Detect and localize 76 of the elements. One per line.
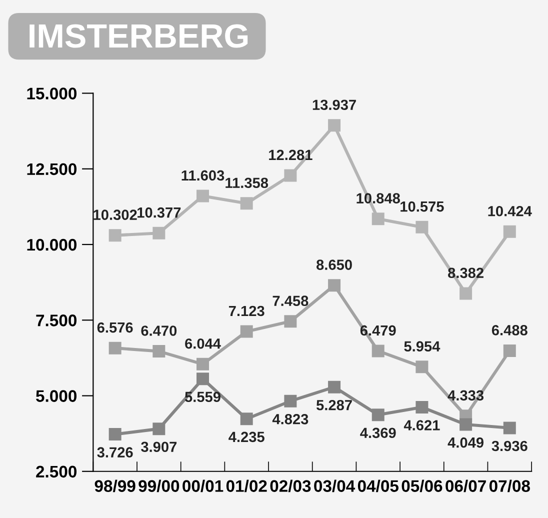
x-tick-label: 05/06: [402, 480, 442, 492]
point: [152, 422, 166, 436]
point: [503, 344, 516, 357]
data-label: 5.559: [184, 392, 220, 402]
data-label: 6.576: [97, 322, 133, 333]
point: [108, 342, 122, 354]
y-tick-label: 5.000: [36, 390, 77, 402]
point: [108, 428, 122, 441]
point: [152, 345, 166, 358]
data-label: 3.907: [141, 442, 177, 452]
data-label: 12.281: [269, 150, 312, 160]
data-label: 10.377: [138, 207, 181, 218]
point: [240, 325, 253, 338]
point: [284, 315, 297, 328]
y-tick-label: 2.500: [36, 466, 77, 478]
data-label: 11.603: [182, 170, 224, 181]
data-label: 5.954: [404, 341, 440, 352]
point: [240, 412, 253, 426]
data-label: 4.823: [272, 414, 308, 424]
data-label: 6.470: [141, 326, 177, 336]
data-label: 10.575: [400, 201, 444, 212]
y-tick-label: 15.000: [27, 88, 77, 100]
point: [460, 287, 472, 300]
point: [416, 220, 428, 234]
point: [503, 225, 516, 238]
data-label: 7.123: [228, 306, 264, 316]
point: [196, 358, 210, 370]
point: [240, 197, 253, 210]
point: [152, 226, 166, 240]
y-tick-label: 12.500: [27, 163, 77, 176]
data-label: 10.848: [356, 193, 400, 204]
x-tick-label: 01/02: [226, 480, 267, 492]
data-label: 11.358: [226, 178, 268, 188]
data-label: 10.302: [94, 210, 137, 220]
data-label: 6.044: [185, 338, 221, 349]
data-label: 8.382: [448, 268, 484, 278]
y-tick-label: 7.500: [36, 314, 77, 326]
x-tick-label: 00/01: [182, 480, 224, 492]
data-label: 5.287: [316, 400, 352, 410]
data-label: 10.424: [488, 206, 532, 216]
point: [503, 422, 516, 434]
data-label: 3.936: [492, 440, 528, 452]
x-tick-label: 03/04: [314, 480, 356, 492]
x-tick-label: 04/05: [358, 480, 399, 492]
point: [328, 380, 341, 394]
data-label: 7.458: [272, 296, 308, 306]
data-label: 4.621: [404, 420, 440, 430]
point: [284, 394, 297, 408]
data-label: 13.937: [312, 100, 356, 110]
point: [328, 279, 341, 292]
point: [416, 400, 428, 414]
data-label: 4.049: [448, 437, 484, 448]
point: [372, 212, 384, 226]
x-tick-label: 99/00: [138, 480, 180, 492]
data-label: 4.333: [448, 390, 484, 401]
point: [372, 344, 384, 358]
point: [416, 360, 428, 374]
point: [328, 119, 341, 132]
x-tick-label: 07/08: [489, 480, 530, 492]
x-tick-label: 98/99: [94, 480, 136, 492]
data-label: 6.488: [492, 325, 528, 336]
data-label: 3.726: [97, 447, 133, 458]
point: [196, 372, 210, 386]
data-label: 8.650: [316, 260, 352, 270]
chart-title: IMSTERBERG: [30, 24, 248, 48]
point: [460, 418, 472, 431]
point: [284, 169, 297, 182]
data-label: 4.369: [360, 428, 396, 438]
data-label: 6.479: [360, 325, 396, 336]
x-tick-label: 02/03: [270, 480, 311, 492]
point: [196, 190, 210, 202]
y-tick-label: 10.000: [27, 238, 77, 251]
point: [108, 229, 122, 242]
data-label: 4.235: [228, 432, 264, 442]
point: [372, 408, 384, 422]
x-tick-label: 06/07: [446, 480, 486, 492]
